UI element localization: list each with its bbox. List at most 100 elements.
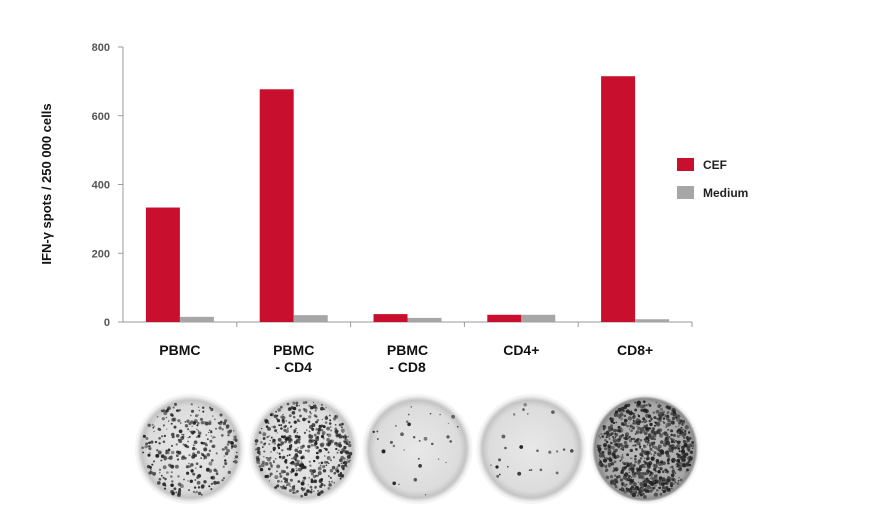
spot (337, 470, 340, 473)
spot (656, 489, 659, 492)
spot (684, 425, 689, 430)
spot (276, 479, 280, 483)
spot (256, 450, 261, 455)
spot (610, 462, 615, 466)
spot (623, 490, 627, 494)
spot (193, 486, 197, 489)
spot (166, 471, 169, 474)
spot (678, 421, 682, 425)
spot (210, 407, 214, 412)
spot (173, 425, 177, 429)
category-label: PBMC (159, 342, 200, 358)
spot (632, 437, 636, 441)
spot (197, 434, 201, 438)
spot (671, 416, 676, 421)
spot (183, 478, 185, 481)
spot (190, 403, 193, 406)
category-label: - CD4 (275, 359, 312, 375)
spot (203, 447, 208, 452)
spot (637, 415, 641, 418)
spot (276, 444, 280, 447)
spot (403, 449, 405, 451)
spot (619, 488, 621, 491)
spot (216, 480, 220, 485)
spot (684, 459, 687, 461)
spot (653, 458, 655, 460)
spot (315, 427, 319, 431)
spot (276, 464, 281, 469)
spot (653, 441, 656, 444)
spot (170, 422, 173, 425)
spot (272, 460, 275, 463)
spot (315, 415, 318, 418)
spot (256, 446, 261, 451)
spot (202, 454, 206, 458)
x-ticks (236, 322, 693, 327)
spot (635, 467, 639, 471)
bar-medium-4 (635, 319, 670, 322)
category-label: PBMC (387, 342, 428, 358)
spot (600, 444, 602, 447)
spot (224, 451, 229, 456)
spot (167, 448, 171, 452)
spot (313, 459, 316, 463)
spot (317, 466, 322, 471)
spot (191, 425, 193, 428)
spot (188, 462, 190, 465)
spot (258, 465, 262, 468)
spot (188, 435, 191, 438)
spot (146, 445, 149, 448)
spot (260, 463, 265, 468)
spot (166, 451, 170, 455)
spot (200, 420, 205, 425)
spot (620, 417, 623, 421)
spot (614, 450, 616, 453)
spot (234, 455, 239, 459)
spot (274, 457, 277, 460)
spot (297, 420, 299, 423)
spot (298, 408, 302, 412)
spot (266, 457, 271, 462)
spot (208, 422, 212, 426)
spot (158, 428, 162, 431)
spot (423, 436, 428, 441)
spot (195, 467, 197, 469)
spot (610, 425, 613, 428)
bar-medium-0 (179, 316, 214, 322)
spot (181, 433, 183, 436)
spot (610, 441, 613, 445)
spot (611, 435, 615, 439)
spot (628, 467, 632, 471)
spot (638, 460, 640, 462)
spot (548, 450, 552, 454)
spot (184, 424, 189, 428)
spot (289, 478, 293, 482)
spot (254, 439, 259, 443)
spot (280, 424, 283, 427)
spot (637, 474, 643, 480)
spot (664, 438, 667, 441)
spot (345, 465, 348, 468)
spot (623, 484, 627, 488)
spot (613, 413, 618, 417)
spot (196, 476, 199, 480)
bar-cef-1 (259, 89, 294, 322)
spot (604, 456, 606, 459)
spot (661, 470, 665, 473)
spot (669, 481, 674, 486)
spot (675, 416, 678, 419)
spot (324, 421, 328, 424)
y-tick-label: 800 (92, 42, 110, 54)
spot (429, 412, 432, 415)
spot (277, 408, 281, 412)
spot (626, 453, 630, 457)
spot (669, 466, 671, 468)
spot (156, 415, 159, 418)
spot (192, 444, 195, 447)
spot (647, 403, 651, 406)
spot (349, 459, 351, 461)
spot (641, 421, 644, 423)
spot (334, 441, 338, 446)
spot (627, 416, 633, 421)
